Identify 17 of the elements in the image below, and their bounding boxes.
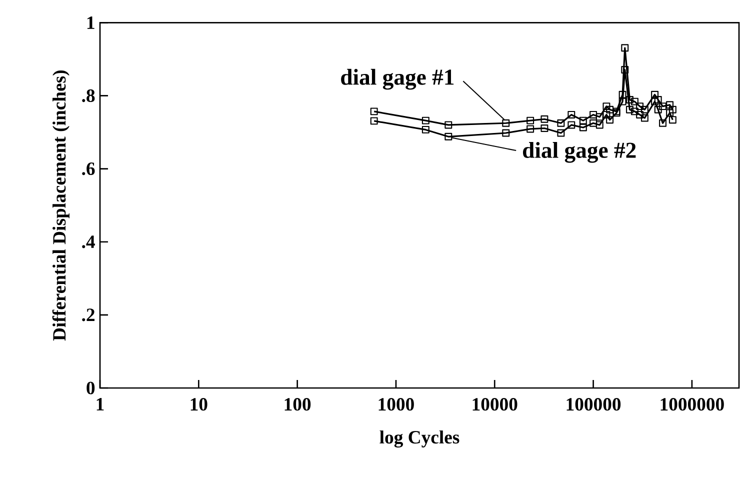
y-tick-label: 0 (86, 382, 95, 394)
x-axis-title: log Cycles (380, 430, 460, 448)
x-tick-label: 1000 (378, 398, 414, 411)
legend-label: dial gage #2 (522, 142, 636, 163)
y-tick-label: .2 (82, 308, 94, 322)
x-tick-label: 10 (190, 398, 208, 411)
series-label: dial gage #1 (341, 68, 454, 90)
y-tick-label: .6 (82, 162, 95, 176)
y-tick-label: 1 (87, 16, 94, 29)
x-tick-label: 1000000 (660, 398, 724, 411)
y-tick-label: .4 (82, 236, 95, 248)
x-tick-label: 100000 (566, 398, 621, 411)
y-axis-title: Differential Displacement (inches) (52, 70, 70, 341)
x-tick-label: 10000 (472, 398, 518, 411)
x-tick-label: 100 (284, 398, 311, 411)
y-tick-label: .8 (82, 89, 95, 102)
x-tick-label: 1 (96, 398, 104, 410)
